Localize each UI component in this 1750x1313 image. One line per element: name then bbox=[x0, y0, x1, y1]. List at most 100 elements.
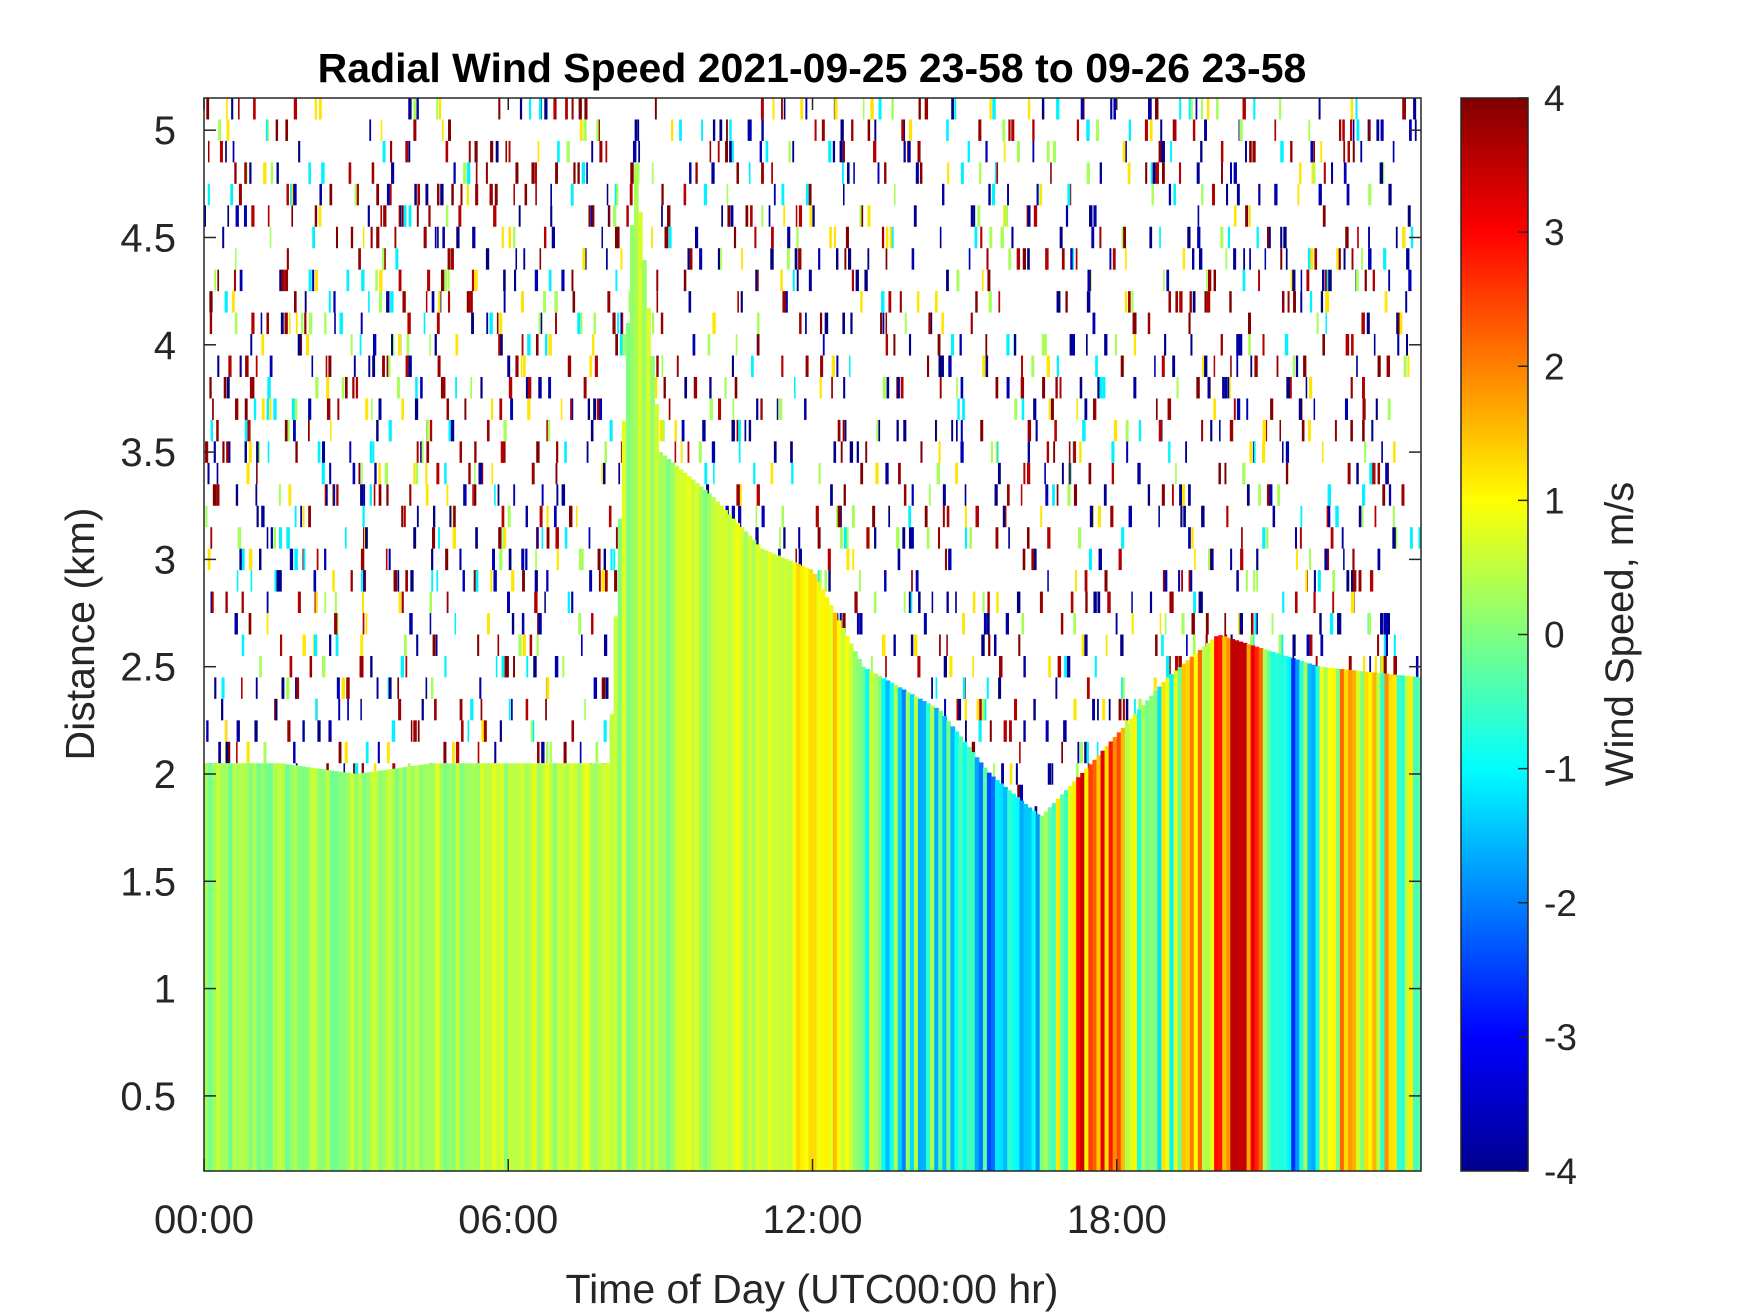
heatmap-column bbox=[281, 763, 286, 1171]
noise-stick bbox=[297, 591, 301, 614]
noise-stick bbox=[360, 698, 362, 721]
noise-stick bbox=[997, 462, 1001, 485]
noise-stick bbox=[1206, 291, 1211, 313]
noise-stick bbox=[893, 183, 896, 206]
noise-stick bbox=[588, 205, 591, 227]
noise-stick bbox=[1059, 376, 1062, 399]
heatmap-column bbox=[654, 404, 659, 1171]
noise-stick bbox=[555, 527, 559, 549]
noise-stick bbox=[1003, 140, 1006, 163]
noise-stick bbox=[452, 527, 455, 549]
noise-stick bbox=[434, 698, 437, 721]
noise-stick bbox=[605, 677, 609, 699]
noise-stick bbox=[1298, 398, 1302, 420]
heatmap-column bbox=[1274, 653, 1280, 1171]
noise-stick bbox=[254, 720, 258, 742]
noise-stick bbox=[1236, 334, 1240, 356]
noise-stick bbox=[948, 355, 952, 377]
noise-stick bbox=[1104, 334, 1108, 356]
noise-stick bbox=[831, 355, 835, 377]
noise-stick bbox=[1268, 226, 1271, 249]
noise-stick bbox=[846, 548, 850, 571]
noise-stick bbox=[383, 205, 387, 227]
noise-stick bbox=[1246, 398, 1249, 420]
noise-stick bbox=[788, 140, 791, 163]
noise-stick bbox=[1124, 248, 1127, 270]
noise-stick bbox=[334, 613, 338, 635]
heatmap-column bbox=[1218, 635, 1223, 1171]
noise-stick bbox=[373, 484, 376, 506]
noise-stick bbox=[1320, 140, 1323, 163]
noise-stick bbox=[239, 548, 243, 571]
heatmap-column bbox=[268, 763, 274, 1171]
noise-stick bbox=[432, 634, 436, 656]
noise-stick bbox=[413, 119, 417, 141]
noise-stick bbox=[917, 655, 921, 678]
noise-stick bbox=[480, 698, 483, 721]
heatmap-column bbox=[1128, 718, 1134, 1171]
heatmap-column bbox=[1080, 772, 1085, 1171]
noise-stick bbox=[380, 205, 383, 227]
noise-stick bbox=[1147, 484, 1151, 506]
noise-stick bbox=[903, 140, 906, 163]
heatmap-column bbox=[337, 771, 343, 1171]
noise-stick bbox=[529, 98, 532, 120]
noise-stick bbox=[289, 655, 293, 678]
noise-stick bbox=[1418, 527, 1421, 549]
noise-stick bbox=[1054, 419, 1057, 442]
noise-stick bbox=[483, 720, 487, 742]
noise-stick bbox=[207, 462, 210, 485]
noise-stick bbox=[1095, 355, 1098, 377]
noise-stick bbox=[596, 119, 599, 141]
noise-stick bbox=[474, 441, 477, 463]
noise-stick bbox=[290, 183, 292, 206]
noise-stick bbox=[838, 419, 841, 442]
noise-stick bbox=[536, 527, 539, 549]
noise-stick bbox=[608, 205, 611, 227]
heatmap-column bbox=[244, 763, 250, 1171]
heatmap-column bbox=[1356, 670, 1361, 1171]
heatmap-column bbox=[1360, 671, 1365, 1171]
noise-stick bbox=[521, 291, 524, 313]
noise-stick bbox=[982, 355, 986, 377]
noise-stick bbox=[1194, 548, 1196, 571]
noise-stick bbox=[1056, 484, 1059, 506]
noise-stick bbox=[972, 591, 976, 614]
noise-stick bbox=[654, 376, 658, 399]
noise-stick bbox=[1402, 226, 1406, 249]
noise-stick bbox=[1170, 140, 1173, 163]
noise-stick bbox=[485, 248, 490, 270]
x-tick-label: 18:00 bbox=[1067, 1198, 1167, 1242]
noise-stick bbox=[1121, 226, 1124, 249]
noise-stick bbox=[931, 591, 934, 614]
noise-stick bbox=[620, 248, 623, 270]
noise-stick bbox=[508, 140, 511, 163]
noise-stick bbox=[1205, 613, 1209, 635]
noise-stick bbox=[429, 334, 431, 356]
noise-stick bbox=[1014, 398, 1018, 420]
noise-stick bbox=[251, 205, 255, 227]
noise-stick bbox=[499, 720, 502, 742]
noise-stick bbox=[466, 183, 469, 206]
noise-stick bbox=[261, 334, 265, 356]
heatmap-column bbox=[1319, 666, 1325, 1171]
noise-stick bbox=[332, 484, 335, 506]
noise-stick bbox=[239, 269, 243, 292]
noise-stick bbox=[755, 269, 758, 292]
noise-stick bbox=[416, 441, 419, 463]
noise-stick bbox=[738, 419, 741, 442]
noise-stick bbox=[510, 398, 514, 420]
noise-stick bbox=[969, 527, 972, 549]
noise-stick bbox=[256, 505, 259, 528]
noise-stick bbox=[973, 205, 976, 227]
noise-stick bbox=[841, 162, 844, 184]
noise-stick bbox=[867, 119, 871, 141]
noise-stick bbox=[415, 462, 419, 485]
noise-stick bbox=[524, 183, 528, 206]
noise-stick bbox=[293, 419, 296, 442]
noise-stick bbox=[1050, 162, 1052, 184]
noise-stick bbox=[942, 505, 945, 528]
noise-stick bbox=[1195, 98, 1198, 120]
noise-stick bbox=[408, 355, 412, 377]
noise-stick bbox=[878, 419, 881, 442]
